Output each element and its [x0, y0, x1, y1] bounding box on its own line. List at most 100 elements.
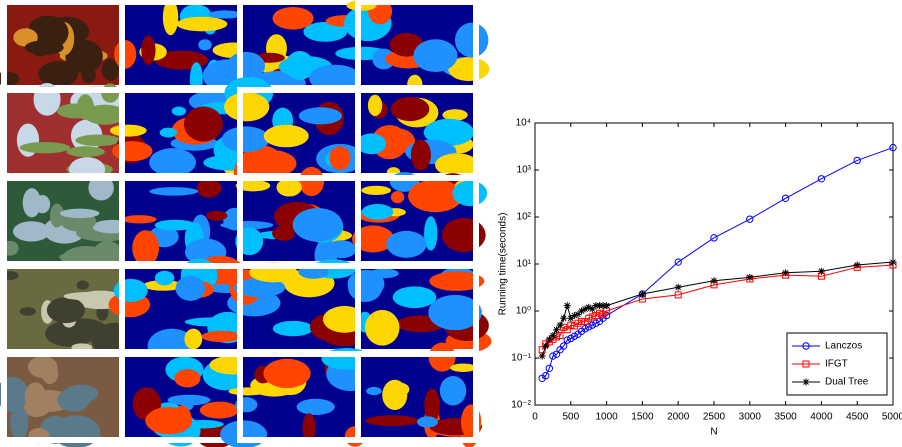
- image-tile: [355, 342, 482, 447]
- marker: [674, 258, 682, 266]
- tile-region: [442, 109, 468, 121]
- tile-region: [329, 146, 351, 170]
- tile-region: [175, 275, 206, 301]
- image-tile: [347, 263, 492, 355]
- x-tick-label: 1500: [631, 412, 654, 423]
- tile-region: [389, 382, 410, 397]
- marker: [578, 307, 586, 315]
- tile-region: [302, 413, 316, 443]
- marker: [746, 273, 754, 281]
- tile-region: [24, 40, 64, 55]
- tile-region: [364, 309, 400, 346]
- tile-region: [352, 225, 395, 253]
- tile-region: [41, 363, 59, 385]
- tile-region: [240, 145, 282, 177]
- tile-region: [441, 217, 486, 253]
- tile-region: [424, 388, 440, 423]
- tile-region: [24, 382, 47, 412]
- marker: [567, 321, 575, 329]
- marker: [552, 326, 560, 334]
- tile-region: [454, 22, 489, 58]
- marker: [817, 267, 825, 275]
- image-grid: [0, 0, 492, 447]
- y-tick-label: 10⁻²: [511, 400, 531, 411]
- tile-region: [154, 270, 175, 286]
- tile-region: [263, 358, 311, 389]
- tile-region: [176, 16, 228, 32]
- tile-region: [19, 142, 71, 154]
- image-tile: [1, 175, 132, 273]
- tile-region: [206, 210, 228, 221]
- marker: [592, 319, 600, 327]
- y-tick-label: 10⁰: [516, 306, 531, 317]
- tile-region: [65, 39, 103, 74]
- image-tile: [0, 351, 125, 447]
- tile-region: [448, 57, 490, 82]
- marker: [889, 143, 897, 152]
- marker: [574, 319, 582, 327]
- marker: [802, 378, 810, 386]
- marker: [549, 332, 557, 340]
- tile-region: [184, 317, 239, 327]
- x-tick-label: 4500: [846, 412, 869, 423]
- marker: [563, 336, 571, 344]
- tile-region: [88, 175, 114, 201]
- marker: [588, 321, 596, 329]
- tile-region: [101, 83, 120, 103]
- tile-region: [361, 185, 392, 195]
- tile-region: [101, 58, 120, 81]
- tile-region: [377, 128, 416, 154]
- marker: [585, 303, 593, 311]
- marker: [552, 333, 560, 341]
- tile-region: [434, 153, 479, 177]
- tile-region: [296, 398, 335, 415]
- tile-region: [199, 401, 239, 419]
- marker: [710, 277, 718, 285]
- tile-region: [81, 67, 96, 84]
- tile-region: [46, 297, 85, 324]
- tile-region: [410, 139, 431, 171]
- marker: [542, 342, 550, 350]
- tile-region: [198, 39, 212, 51]
- marker: [556, 321, 564, 329]
- marker: [889, 258, 897, 266]
- x-tick-label: 4000: [810, 412, 833, 423]
- tile-region: [236, 277, 286, 298]
- image-tile: [220, 348, 375, 447]
- marker: [781, 194, 790, 202]
- marker: [545, 364, 554, 373]
- image-tile: [335, 0, 490, 95]
- marker: [746, 215, 754, 223]
- image-tile: [0, 0, 125, 91]
- image-tile: [355, 87, 479, 179]
- image-tile: [227, 259, 368, 355]
- image-tile: [221, 76, 364, 186]
- tile-region: [424, 216, 438, 251]
- marker: [567, 334, 575, 343]
- tile-region: [365, 415, 419, 427]
- marker: [674, 283, 682, 291]
- image-tile: [1, 82, 126, 182]
- marker: [588, 313, 596, 321]
- marker: [782, 269, 790, 277]
- marker: [542, 372, 550, 380]
- marker: [559, 342, 568, 350]
- marker: [574, 310, 582, 318]
- marker: [570, 332, 579, 340]
- x-tick-label: 2000: [667, 412, 690, 423]
- tile-region: [112, 141, 153, 162]
- tile-region: [272, 6, 314, 30]
- marker: [595, 302, 603, 310]
- marker: [853, 156, 861, 165]
- tile-region: [110, 124, 147, 137]
- tile-region: [22, 188, 41, 218]
- tile-region: [38, 61, 79, 87]
- tile-region: [423, 118, 474, 146]
- marker: [556, 332, 564, 340]
- tile-region: [224, 92, 270, 122]
- tile-region: [149, 187, 199, 196]
- marker: [802, 360, 810, 368]
- tile-region: [83, 104, 126, 125]
- marker: [567, 314, 575, 322]
- tile-region: [303, 21, 348, 42]
